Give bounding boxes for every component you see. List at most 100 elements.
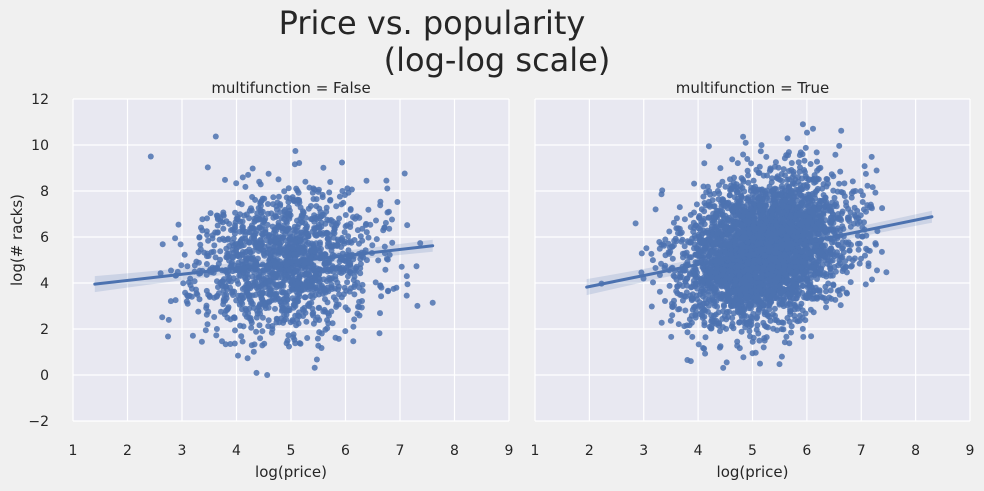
scatter-point — [289, 244, 296, 251]
scatter-point — [275, 234, 282, 241]
scatter-point — [669, 304, 676, 310]
scatter-point — [384, 209, 391, 216]
scatter-point — [351, 273, 358, 280]
scatter-point — [234, 214, 241, 221]
scatter-point — [270, 194, 277, 201]
scatter-point — [758, 142, 765, 149]
scatter-point — [676, 204, 683, 211]
scatter-point — [244, 355, 251, 362]
scatter-point — [715, 196, 722, 203]
scatter-point — [810, 125, 816, 132]
scatter-point — [813, 294, 820, 301]
scatter-point — [745, 194, 752, 201]
scatter-point — [316, 304, 323, 311]
scatter-point — [696, 213, 703, 219]
scatter-point — [837, 215, 844, 222]
scatter-point — [734, 198, 741, 205]
scatter-point — [860, 206, 867, 213]
scatter-point — [235, 352, 241, 359]
scatter-point — [757, 148, 764, 155]
scatter-point — [242, 235, 249, 242]
scatter-point — [203, 305, 210, 311]
scatter-point — [259, 195, 266, 202]
scatter-point — [862, 281, 869, 288]
scatter-point — [291, 223, 298, 230]
scatter-point — [851, 204, 858, 211]
scatter-point — [217, 248, 224, 255]
scatter-point — [264, 372, 271, 378]
scatter-point — [837, 302, 844, 309]
scatter-point — [762, 260, 769, 267]
scatter-point — [285, 185, 292, 192]
scatter-point — [275, 193, 282, 200]
scatter-point — [204, 215, 210, 222]
scatter-point — [414, 302, 421, 309]
scatter-point — [650, 279, 656, 286]
scatter-point — [403, 292, 410, 299]
scatter-point — [339, 238, 346, 245]
scatter-point — [291, 336, 298, 343]
scatter-point — [217, 215, 224, 222]
scatter-point — [284, 226, 291, 233]
scatter-point — [283, 301, 290, 308]
scatter-point — [669, 312, 676, 319]
scatter-point — [278, 307, 285, 314]
scatter-point — [301, 281, 308, 288]
scatter-point — [731, 310, 737, 317]
scatter-point — [216, 236, 223, 243]
scatter-point — [878, 248, 885, 255]
scatter-point — [776, 361, 783, 368]
scatter-point — [278, 215, 285, 221]
scatter-point — [836, 257, 843, 264]
scatter-point — [245, 280, 252, 287]
scatter-point — [241, 212, 248, 219]
scatter-point — [265, 317, 272, 324]
scatter-point — [199, 216, 206, 223]
scatter-point — [827, 272, 834, 279]
scatter-point — [267, 291, 274, 298]
scatter-point — [799, 325, 806, 332]
scatter-point — [784, 135, 791, 142]
scatter-point — [253, 328, 260, 335]
scatter-point — [744, 156, 751, 162]
scatter-point — [231, 314, 238, 321]
y-tick-label: −2 — [28, 414, 49, 430]
scatter-point — [854, 240, 861, 247]
scatter-point — [282, 213, 289, 219]
scatter-point — [686, 322, 693, 329]
scatter-point — [662, 298, 668, 304]
scatter-point — [786, 318, 793, 325]
scatter-point — [682, 307, 689, 314]
scatter-point — [820, 181, 827, 188]
scatter-point — [338, 294, 345, 301]
scatter-point — [212, 133, 219, 140]
scatter-point — [429, 299, 436, 306]
scatter-point — [210, 248, 217, 255]
scatter-point — [255, 248, 262, 254]
scatter-point — [749, 208, 756, 215]
scatter-point — [240, 242, 247, 249]
scatter-point — [287, 235, 293, 242]
scatter-point — [832, 201, 838, 208]
scatter-point — [222, 176, 228, 183]
scatter-point — [719, 208, 726, 215]
scatter-point — [717, 343, 724, 350]
scatter-point — [376, 330, 383, 337]
scatter-point — [248, 324, 255, 331]
scatter-point — [277, 209, 284, 216]
scatter-point — [667, 317, 674, 324]
scatter-point — [197, 241, 204, 248]
scatter-point — [191, 262, 198, 269]
scatter-point — [317, 239, 323, 246]
scatter-point — [827, 225, 834, 232]
scatter-point — [172, 297, 179, 304]
scatter-point — [243, 254, 250, 261]
scatter-point — [207, 210, 214, 217]
scatter-point — [273, 227, 280, 234]
scatter-point — [181, 251, 188, 258]
scatter-point — [756, 337, 763, 344]
scatter-point — [265, 323, 272, 330]
scatter-point — [843, 199, 849, 206]
scatter-point — [239, 223, 246, 230]
